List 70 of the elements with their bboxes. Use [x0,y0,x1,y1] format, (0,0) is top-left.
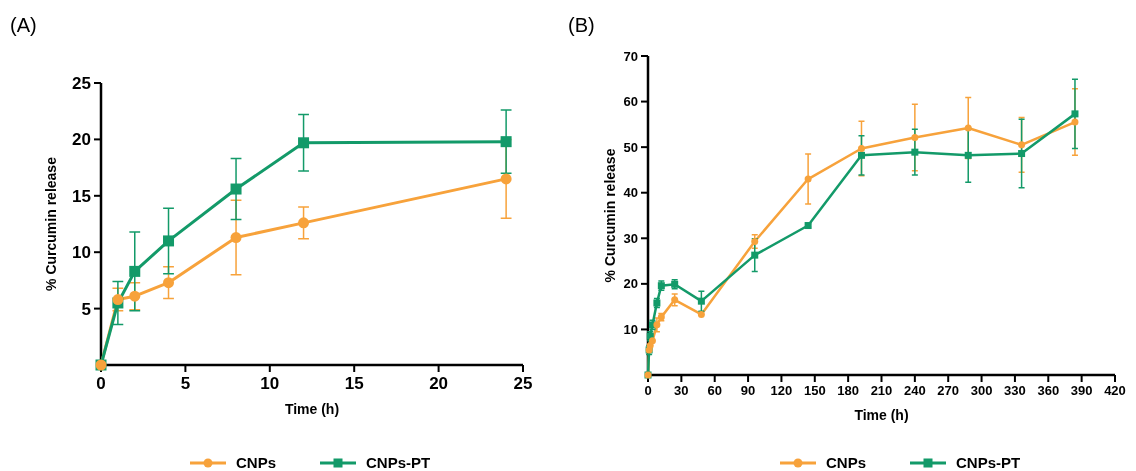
point [163,277,175,289]
y-tick-label: 20 [623,276,638,292]
chart-title: (B) [568,14,595,36]
y-axis-title: % Curcumin release [43,156,59,291]
point [1018,150,1026,158]
x-tick-label: 300 [970,383,993,399]
x-tick-label: 25 [513,373,533,393]
legend-label: CNPs [826,454,867,471]
y-tick-label: 40 [623,185,638,201]
point [964,151,972,159]
y-tick-label: 15 [72,186,91,206]
point [500,173,512,185]
y-tick-label: 50 [623,139,638,155]
x-tick-label: 10 [260,373,280,393]
point [163,235,175,247]
y-tick-label: 25 [72,73,91,93]
point [1018,141,1026,149]
y-axis-title: % Curcumin release [602,148,618,283]
point [653,321,661,329]
point [751,237,759,245]
x-tick-label: 420 [1104,383,1126,399]
x-tick-label: 90 [740,383,756,399]
point [751,251,759,259]
point [964,124,972,132]
point [857,151,865,159]
x-tick-label: 0 [644,383,652,399]
chart-title: (A) [10,14,37,36]
legend-label: CNPs-PT [366,454,431,471]
x-tick-label: 20 [429,373,449,393]
x-tick-label: 30 [674,383,689,399]
point [911,134,919,142]
x-tick-label: 180 [837,383,859,399]
x-tick-label: 390 [1070,383,1093,399]
x-tick-label: 330 [1004,383,1026,399]
y-tick-label: 20 [72,130,91,150]
x-tick-label: 15 [344,373,364,393]
point [1071,118,1079,126]
y-tick-label: 10 [72,243,91,263]
point [857,145,865,153]
point [500,136,512,148]
x-tick-label: 150 [803,383,826,399]
x-tick-label: 360 [1037,383,1060,399]
x-tick-label: 60 [707,383,722,399]
y-tick-label: 70 [623,48,638,64]
point [648,337,656,345]
point [697,297,705,305]
x-tick-label: 210 [870,383,893,399]
y-tick-label: 30 [623,230,638,246]
x-tick-label: 5 [180,373,191,393]
point [298,217,310,229]
point [298,137,310,149]
x-tick-label: 240 [904,383,926,399]
y-tick-label: 60 [623,94,638,110]
x-axis-title: Time (h) [284,401,340,417]
x-tick-label: 0 [96,373,106,393]
point [230,232,242,244]
point [804,175,812,183]
point [1071,110,1079,118]
x-tick-label: 120 [770,383,793,399]
point [911,148,919,156]
point [129,265,141,277]
x-tick-label: 270 [937,383,960,399]
legend-label: CNPs-PT [956,454,1021,471]
point [697,310,705,318]
point [129,290,141,302]
y-tick-label: 10 [623,321,638,337]
legend-label: CNPs [236,454,277,471]
point [230,183,242,195]
y-tick-label: 5 [81,299,91,319]
x-axis-title: Time (h) [854,407,909,423]
